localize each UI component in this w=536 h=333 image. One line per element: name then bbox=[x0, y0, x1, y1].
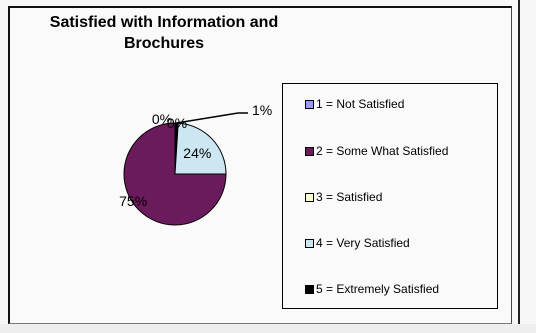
label-not-satisfied: 0% bbox=[152, 111, 172, 127]
legend-label: 4 = Very Satisfied bbox=[316, 236, 410, 250]
legend-item-very-satisfied: 4 = Very Satisfied bbox=[305, 235, 410, 251]
legend-swatch bbox=[305, 99, 314, 109]
legend-label: 1 = Not Satisfied bbox=[316, 97, 405, 111]
slice-very-satisfied bbox=[174, 122, 227, 175]
legend-swatch bbox=[305, 238, 314, 248]
chart-title-line-1: Satisfied with Information and bbox=[49, 14, 279, 31]
legend-item-not-satisfied: 1 = Not Satisfied bbox=[305, 96, 404, 112]
legend-swatch bbox=[305, 192, 314, 202]
legend-item-extremely-satisfied: 5 = Extremely Satisfied bbox=[305, 281, 439, 297]
window-divider bbox=[518, 0, 520, 333]
legend-label: 3 = Satisfied bbox=[316, 190, 383, 204]
label-some-what-satisfied: 75% bbox=[119, 193, 147, 209]
slice-some-what-satisfied bbox=[123, 122, 227, 226]
chart-title-line-2: Brochures bbox=[123, 35, 205, 52]
legend-swatch bbox=[305, 284, 314, 294]
legend-swatch bbox=[305, 146, 314, 156]
leader-line-extremely-satisfied bbox=[176, 112, 248, 124]
legend: 1 = Not Satisfied 2 = Some What Satisfied… bbox=[282, 83, 498, 309]
legend-label: 2 = Some What Satisfied bbox=[316, 144, 449, 158]
legend-item-satisfied: 3 = Satisfied bbox=[305, 189, 382, 205]
legend-label: 5 = Extremely Satisfied bbox=[316, 282, 440, 296]
label-very-satisfied: 24% bbox=[183, 145, 211, 161]
chart-title: Satisfied with Information and Brochures bbox=[14, 12, 314, 54]
bottom-strip bbox=[0, 324, 536, 333]
legend-item-some-what-satisfied: 2 = Some What Satisfied bbox=[305, 143, 448, 159]
label-extremely-satisfied: 1% bbox=[252, 102, 272, 118]
